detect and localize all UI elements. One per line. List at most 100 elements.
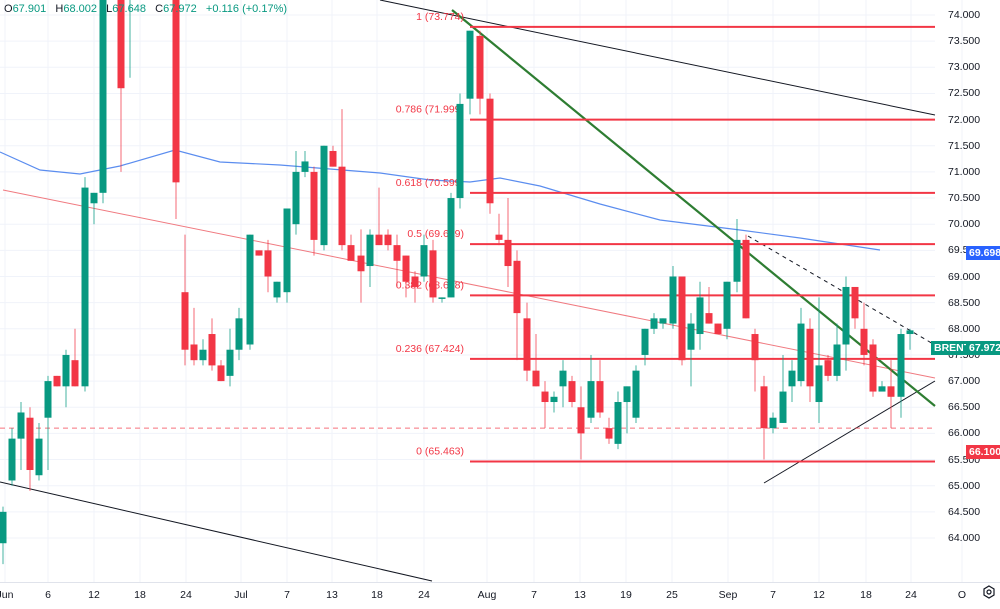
bearish-candle bbox=[117, 0, 125, 89]
bullish-candle bbox=[35, 438, 43, 476]
bullish-candle bbox=[559, 370, 567, 387]
bullish-candle bbox=[283, 208, 291, 293]
price-tick-label: 64.500 bbox=[948, 505, 981, 518]
symbol-tag-label: BRENT bbox=[931, 341, 974, 355]
bearish-candle bbox=[26, 417, 34, 471]
price-tick-label: 72.500 bbox=[948, 87, 981, 100]
price-tick-label: 68.000 bbox=[948, 322, 981, 335]
price-tick-label: 70.500 bbox=[948, 192, 981, 205]
bearish-candle bbox=[384, 234, 392, 246]
bullish-candle bbox=[466, 30, 474, 99]
bullish-candle bbox=[0, 511, 7, 544]
price-tick-label: 74.000 bbox=[948, 9, 981, 21]
bullish-candle bbox=[420, 245, 428, 277]
time-axis[interactable]: Jun 6 12 18 24 Jul 7 13 18 24 Aug 7 13 19 25 Sep 7 12 18 24… bbox=[0, 582, 1000, 605]
bullish-candle bbox=[226, 349, 234, 376]
bearish-candle bbox=[714, 323, 722, 335]
bearish-candle bbox=[208, 334, 216, 366]
bearish-candle bbox=[824, 360, 832, 376]
green-downtrend-line bbox=[451, 9, 936, 407]
settings-gear-icon[interactable] bbox=[982, 585, 996, 599]
bullish-candle bbox=[623, 386, 631, 403]
bullish-candle bbox=[641, 328, 649, 355]
bullish-candle bbox=[614, 402, 622, 444]
time-tick-label: Aug bbox=[477, 589, 497, 601]
lower-black-trendline bbox=[0, 481, 433, 582]
bullish-candle bbox=[779, 391, 787, 423]
bearish-candle bbox=[190, 344, 198, 361]
low-value: 67.648 bbox=[112, 3, 146, 15]
bearish-candle bbox=[860, 328, 868, 355]
time-tick-label: Jul bbox=[234, 589, 248, 601]
open-value: 67.901 bbox=[12, 3, 47, 15]
bearish-candle bbox=[705, 313, 713, 324]
bearish-candle bbox=[357, 255, 365, 272]
fib-level-label: 0.5 (69.619) bbox=[407, 228, 464, 240]
price-tick-label: 66.500 bbox=[948, 401, 981, 414]
bearish-candle bbox=[181, 292, 189, 350]
rising-support-line bbox=[763, 380, 936, 484]
bullish-candle bbox=[273, 281, 281, 298]
bearish-candle bbox=[255, 250, 263, 256]
bullish-candle bbox=[320, 145, 328, 246]
bullish-candle bbox=[897, 334, 905, 397]
bullish-candle bbox=[788, 370, 796, 387]
support-price-tag: 66.100 bbox=[966, 445, 1000, 459]
time-tick-label: 18 bbox=[134, 589, 146, 601]
price-tick-label: 73.000 bbox=[948, 61, 981, 74]
bearish-candle bbox=[375, 234, 383, 246]
bearish-candle bbox=[53, 375, 61, 387]
moving-average-line bbox=[0, 149, 881, 251]
bullish-candle bbox=[301, 161, 309, 172]
bearish-candle bbox=[329, 150, 337, 167]
price-tick-label: 67.000 bbox=[948, 375, 981, 388]
time-tick-label: 7 bbox=[284, 589, 290, 601]
bearish-candle bbox=[172, 0, 180, 183]
price-tick-label: 64.000 bbox=[948, 532, 981, 544]
bearish-candle bbox=[532, 370, 540, 387]
price-tick-label: 68.500 bbox=[948, 296, 981, 309]
bearish-candle bbox=[887, 386, 895, 397]
upper-black-trendline bbox=[379, 0, 936, 116]
bearish-candle bbox=[393, 245, 401, 261]
bullish-candle bbox=[669, 276, 677, 324]
bullish-candle bbox=[199, 349, 207, 361]
time-tick-label: 18 bbox=[860, 589, 872, 601]
bullish-candle bbox=[797, 323, 805, 382]
time-tick-label: Jun bbox=[0, 589, 14, 601]
bearish-candle bbox=[264, 250, 272, 277]
bearish-candle bbox=[347, 245, 355, 261]
time-tick-label: O bbox=[957, 589, 967, 601]
time-tick-label: 24 bbox=[180, 589, 192, 601]
bullish-candle bbox=[815, 365, 823, 403]
bearish-candle bbox=[596, 381, 604, 413]
bullish-candle bbox=[733, 239, 741, 282]
close-value: 67.972 bbox=[163, 3, 197, 15]
time-tick-label: 12 bbox=[813, 589, 825, 601]
bearish-candle bbox=[402, 255, 410, 282]
bullish-candle bbox=[696, 297, 704, 335]
time-tick-label: Sep bbox=[718, 589, 738, 601]
bearish-candle bbox=[605, 428, 613, 439]
bullish-candle bbox=[587, 381, 595, 418]
bearish-candle bbox=[851, 286, 859, 319]
bullish-candle bbox=[99, 0, 107, 193]
bullish-candle bbox=[659, 318, 667, 324]
bearish-candle bbox=[217, 365, 225, 382]
open-label: O bbox=[4, 3, 13, 15]
bullish-candle bbox=[447, 198, 455, 298]
bullish-candle bbox=[906, 330, 914, 335]
change-value: +0.116 (+0.17%) bbox=[205, 3, 288, 15]
time-tick-label: 13 bbox=[574, 589, 586, 601]
price-tick-label: 71.000 bbox=[948, 165, 981, 178]
bearish-candle bbox=[541, 391, 549, 403]
price-tick-label: 69.000 bbox=[948, 270, 981, 283]
bearish-candle bbox=[338, 166, 346, 246]
time-tick-label: 24 bbox=[418, 589, 430, 601]
bullish-candle bbox=[632, 370, 640, 418]
time-tick-label: 19 bbox=[620, 589, 632, 601]
time-tick-label: 7 bbox=[531, 589, 537, 601]
bullish-candle bbox=[8, 438, 16, 481]
